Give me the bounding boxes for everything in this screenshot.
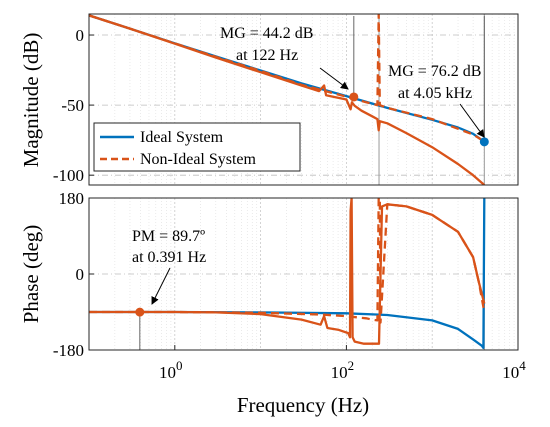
magnitude-marker	[349, 92, 359, 102]
phase-y-ticks: 180 0 -180	[53, 189, 94, 360]
phase-series-ideal-system-solid	[89, 198, 486, 350]
magnitude-series-non-ideal-system-dashed	[89, 14, 485, 143]
annotation-pm: PM = 89.7º at 0.391 Hz	[132, 228, 206, 305]
annotation-pm-line2: at 0.391 Hz	[132, 249, 206, 266]
annotation-mg-122hz-line1: MG = 44.2 dB	[220, 25, 313, 42]
magnitude-y-tick-label: -100	[53, 166, 84, 185]
x-tick-label: 100	[159, 358, 183, 382]
annotation-mg-4khz-arrow	[459, 103, 485, 138]
magnitude-y-tick-label: 0	[76, 26, 85, 45]
annotation-mg-4khz-line2: at 4.05 kHz	[398, 85, 472, 102]
x-axis-title: Frequency (Hz)	[237, 393, 369, 417]
magnitude-marker	[479, 137, 489, 147]
annotation-mg-122hz: MG = 44.2 dB at 122 Hz	[220, 25, 349, 90]
magnitude-curves	[89, 14, 486, 185]
x-tick-label: 104	[502, 358, 526, 382]
legend: Ideal System Non-Ideal System	[93, 122, 301, 172]
phase-series-non-ideal-system-dashed	[89, 198, 486, 324]
annotation-mg-122hz-arrow	[319, 67, 349, 90]
x-tick-label: 102	[331, 358, 355, 382]
annotation-pm-arrow	[151, 267, 171, 305]
phase-y-tick-label: 180	[59, 189, 85, 208]
magnitude-panel: 0 -50 -100 Magnitude (dB) MG = 44.2 dB at …	[19, 13, 519, 186]
phase-y-axis-title: Phase (deg)	[19, 225, 43, 324]
legend-label-non-ideal: Non-Ideal System	[140, 151, 257, 168]
magnitude-markers	[349, 16, 489, 147]
annotation-mg-4khz-line1: MG = 76.2 dB	[388, 63, 481, 80]
annotation-mg-4khz: MG = 76.2 dB at 4.05 kHz	[388, 63, 485, 138]
annotation-mg-122hz-line2: at 122 Hz	[236, 47, 298, 64]
phase-panel: 180 0 -180 100 102 104 Phase (deg) Frequency…	[19, 189, 526, 417]
legend-label-ideal: Ideal System	[140, 129, 224, 146]
phase-series-non-ideal-system-solid	[89, 198, 486, 345]
magnitude-y-axis-title: Magnitude (dB)	[19, 33, 43, 168]
magnitude-series-non-ideal-system-solid	[89, 14, 486, 185]
phase-curves	[89, 198, 486, 350]
phase-y-tick-label: 0	[76, 265, 85, 284]
magnitude-axes-frame	[88, 13, 519, 186]
phase-markers	[135, 307, 145, 350]
magnitude-y-ticks: 0 -50 -100	[53, 26, 94, 185]
magnitude-y-tick-label: -50	[61, 96, 84, 115]
legend-box	[93, 122, 301, 172]
phase-y-tick-label: -180	[53, 341, 84, 360]
phase-x-ticks: 100 102 104	[159, 345, 526, 382]
annotation-pm-line1: PM = 89.7º	[132, 228, 205, 245]
phase-marker	[135, 307, 145, 317]
